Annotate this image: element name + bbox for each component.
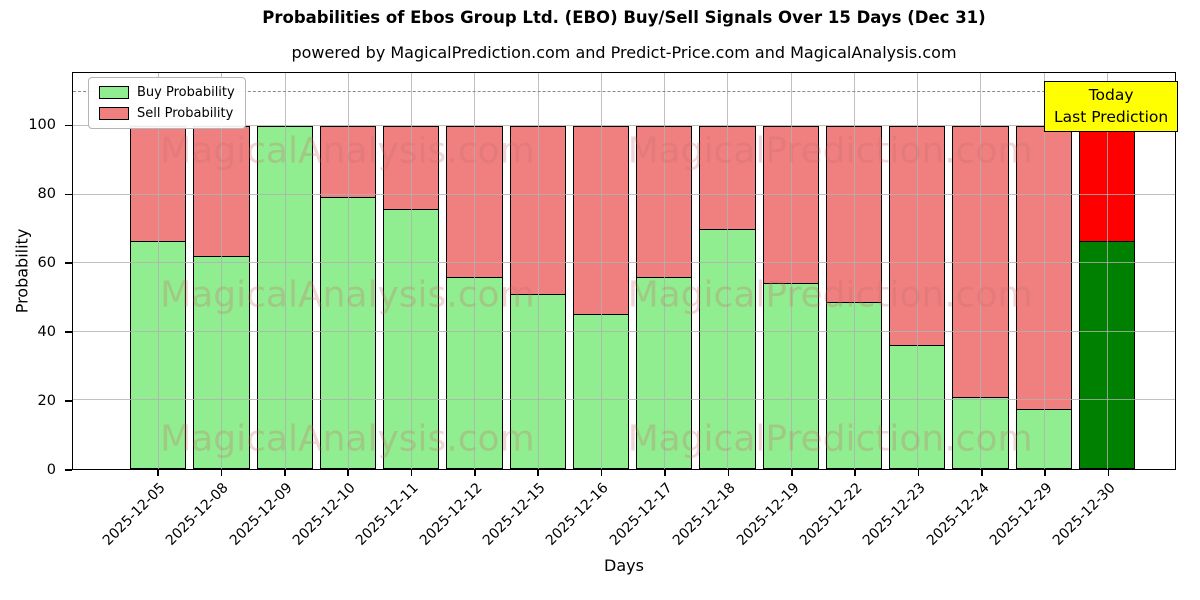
x-tick-mark	[410, 470, 413, 476]
x-tick-slot: 2025-12-11	[353, 470, 439, 592]
bar-slot	[193, 73, 250, 469]
bar-slot	[572, 73, 629, 469]
y-tick-labels: 0 20 40 60 80 100	[0, 72, 64, 478]
vertical-gridline	[980, 73, 982, 469]
y-tick-label: 20	[37, 393, 56, 410]
x-tick-mark	[1044, 470, 1047, 476]
vertical-gridline	[221, 73, 223, 469]
y-tick-label: 80	[37, 186, 56, 203]
x-tick-slot: 2025-12-24	[924, 470, 1009, 592]
dashed-threshold-line	[73, 90, 1175, 92]
y-tick-mark	[65, 262, 72, 265]
bar-slot	[256, 73, 313, 469]
x-tick-mark	[537, 470, 540, 476]
x-tick-mark	[157, 470, 159, 476]
x-tick-slot: 2025-12-10	[290, 470, 375, 592]
legend: Buy Probability Sell Probability	[88, 77, 246, 129]
x-tick-labels: 2025-12-05 2025-12-08 2025-12-09 2025-12-10…	[72, 470, 1176, 592]
bar-slot	[825, 73, 882, 469]
sell-probability-swatch	[99, 107, 129, 120]
x-tick-slot: 2025-12-22	[797, 470, 882, 592]
bar-slot	[636, 73, 693, 469]
vertical-gridline	[1043, 73, 1045, 469]
bar-slot	[319, 73, 376, 469]
vertical-gridline	[600, 73, 602, 469]
x-tick-mark	[347, 470, 349, 476]
vertical-gridline	[158, 73, 160, 469]
x-tick-slot: 2025-12-17	[607, 470, 692, 592]
x-tick-mark	[474, 470, 476, 476]
x-tick-mark	[600, 470, 603, 476]
legend-item-buy: Buy Probability	[99, 85, 235, 100]
bar-slot	[889, 73, 946, 469]
x-tick-mark	[220, 470, 223, 476]
y-tick-mark	[65, 124, 72, 127]
x-axis-title: Days	[604, 556, 644, 575]
vertical-gridline	[917, 73, 919, 469]
bars-container	[73, 73, 1175, 469]
y-tick-mark	[65, 469, 72, 471]
vertical-gridline	[474, 73, 476, 469]
today-annotation: Today Last Prediction	[1044, 81, 1179, 132]
chart-subtitle: powered by MagicalPrediction.com and Pre…	[291, 43, 957, 62]
y-tick-mark	[65, 400, 72, 402]
x-tick-mark	[917, 470, 920, 476]
x-tick-label: 2025-12-05	[99, 480, 169, 549]
vertical-gridline	[853, 73, 855, 469]
y-tick-label: 60	[37, 255, 56, 272]
y-tick-label: 40	[37, 324, 56, 341]
bar-slot	[1078, 73, 1135, 469]
x-tick-slot: 2025-12-29	[987, 470, 1072, 592]
x-tick-slot: 2025-12-09	[226, 470, 312, 592]
legend-sell-label: Sell Probability	[137, 106, 234, 121]
bar-slot	[762, 73, 819, 469]
x-tick-slot: 2025-12-18	[670, 470, 755, 592]
chart-title: Probabilities of Ebos Group Ltd. (EBO) B…	[262, 8, 986, 27]
y-tick-label: 100	[28, 117, 56, 134]
x-tick-slot: 2025-12-08	[163, 470, 248, 592]
x-tick-mark	[790, 470, 793, 476]
legend-item-sell: Sell Probability	[99, 106, 235, 121]
today-annotation-line2: Last Prediction	[1054, 108, 1169, 127]
vertical-gridline	[727, 73, 729, 469]
vertical-gridline	[284, 73, 286, 469]
x-tick-mark	[1107, 470, 1110, 476]
x-tick-mark	[664, 470, 666, 476]
bar-slot	[130, 73, 187, 469]
bar-slot	[509, 73, 566, 469]
x-tick-mark	[727, 470, 730, 476]
bar-slot	[383, 73, 440, 469]
legend-buy-label: Buy Probability	[137, 85, 235, 100]
x-tick-slot: 2025-12-15	[480, 470, 565, 592]
x-tick-mark	[283, 470, 286, 476]
x-tick-slot: 2025-12-23	[860, 470, 946, 592]
x-tick-mark	[854, 470, 856, 476]
x-tick-slot: 2025-12-16	[543, 470, 629, 592]
bar-slot	[1015, 73, 1072, 469]
vertical-gridline	[1106, 73, 1108, 469]
x-tick-slot: 2025-12-12	[417, 470, 502, 592]
vertical-gridline	[537, 73, 539, 469]
bar-slot	[699, 73, 756, 469]
x-tick-slot: 2025-12-30	[1050, 470, 1136, 592]
x-tick-mark	[981, 470, 983, 476]
x-tick-slot: 2025-12-19	[733, 470, 819, 592]
y-tick-label: 0	[46, 462, 56, 478]
vertical-gridline	[411, 73, 413, 469]
bar-slot	[952, 73, 1009, 469]
buy-probability-swatch	[99, 86, 129, 99]
plot-area: MagicalAnalysis.com MagicalPrediction.com…	[72, 72, 1176, 470]
x-tick-slot: 2025-12-05	[100, 470, 185, 592]
vertical-gridline	[790, 73, 792, 469]
today-annotation-line1: Today	[1088, 86, 1134, 104]
bar-slot	[446, 73, 503, 469]
vertical-gridline	[347, 73, 349, 469]
vertical-gridline	[664, 73, 666, 469]
y-tick-mark	[65, 193, 72, 196]
y-tick-mark	[65, 331, 72, 333]
